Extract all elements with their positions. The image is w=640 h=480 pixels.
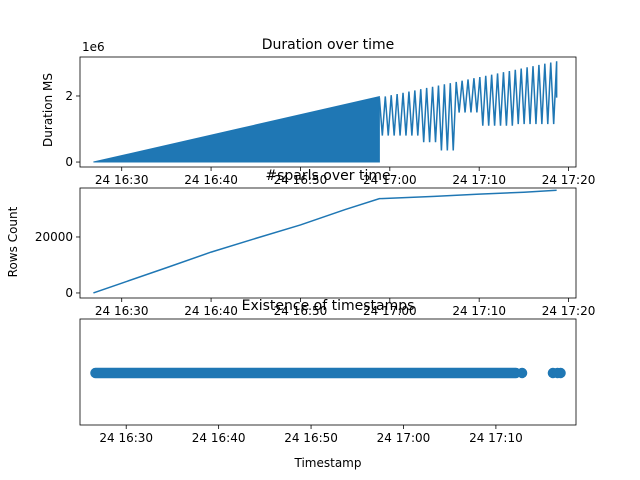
rows-line (93, 189, 557, 294)
duration-line (378, 61, 558, 151)
x-tick-label: 24 17:00 (377, 431, 431, 445)
x-tick-label: 24 16:40 (184, 173, 238, 187)
x-tick-label: 24 16:50 (274, 304, 328, 318)
timestamp-point (555, 367, 566, 379)
x-tick-label: 24 17:20 (542, 304, 596, 318)
rows-axes: 24 16:30 24 16:40 24 16:50 24 17:00 24 17:10… (35, 187, 596, 318)
rows-title: #sparls over time (265, 168, 390, 184)
x-tick-label: 24 17:20 (542, 173, 596, 187)
x-tick-label: 24 16:40 (184, 304, 238, 318)
x-tick-label: 24 16:40 (192, 431, 246, 445)
duration-ylabel: Duration MS (41, 73, 55, 147)
timestamps-continuous-points (90, 367, 522, 379)
duration-offset-text: 1e6 (82, 40, 105, 54)
duration-axes: 24 16:30 24 16:40 24 16:50 24 17:00 24 17:10… (65, 56, 596, 187)
x-tick-label: 24 16:30 (95, 304, 149, 318)
y-tick-label: 0 (65, 155, 73, 169)
y-tick-label: 2 (65, 89, 73, 103)
rows-panel: 24 16:30 24 16:40 24 16:50 24 17:00 24 17:10… (6, 168, 595, 318)
x-tick-label: 24 16:30 (99, 431, 153, 445)
x-tick-label: 24 17:10 (469, 431, 523, 445)
timestamps-xlabel: Timestamp (294, 456, 362, 470)
timestamps-title: Existence of timestamps (242, 298, 415, 314)
x-tick-label: 24 16:50 (284, 431, 338, 445)
x-tick-label: 24 17:00 (363, 304, 417, 318)
duration-dense-region (93, 96, 380, 163)
x-tick-label: 24 17:00 (363, 173, 417, 187)
timestamps-axes: 24 16:30 24 16:40 24 16:50 24 17:00 24 17:10 (79, 318, 577, 445)
duration-series (93, 61, 558, 163)
duration-title: Duration over time (262, 37, 395, 53)
timestamp-point (516, 367, 528, 379)
rows-series (93, 189, 557, 294)
axes-frame (79, 187, 577, 299)
axes-frame (79, 56, 577, 168)
rows-ylabel: Rows Count (6, 206, 20, 277)
x-tick-label: 24 16:50 (274, 173, 328, 187)
x-tick-label: 24 17:10 (452, 304, 506, 318)
y-tick-label: 0 (65, 286, 73, 300)
axes-frame (79, 318, 577, 426)
x-tick-label: 24 16:30 (95, 173, 149, 187)
timestamps-series (90, 367, 566, 379)
timestamps-panel: 24 16:30 24 16:40 24 16:50 24 17:00 24 17:10… (79, 298, 577, 470)
duration-panel: 24 16:30 24 16:40 24 16:50 24 17:00 24 17:10… (41, 37, 595, 187)
x-tick-label: 24 17:10 (452, 173, 506, 187)
y-tick-label: 20000 (35, 230, 73, 244)
